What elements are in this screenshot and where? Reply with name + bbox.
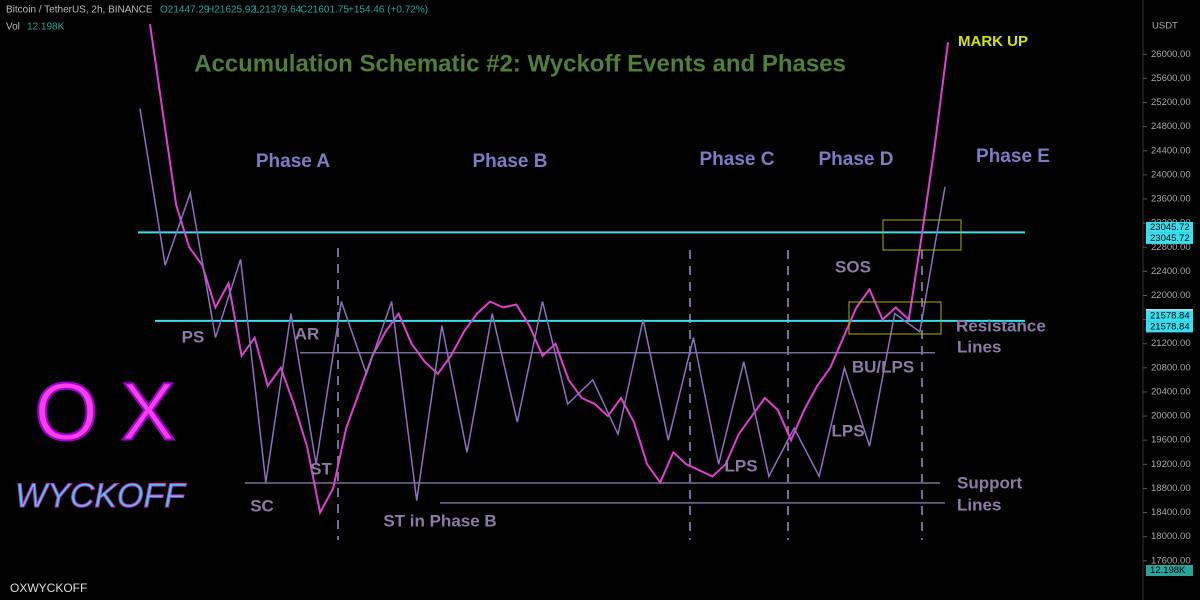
price-line — [139, 108, 946, 501]
phase-label: Phase B — [473, 151, 548, 172]
phase-label: Phase A — [256, 151, 331, 172]
y-tick-label: 20000.00 — [1151, 411, 1191, 422]
chart-title: Accumulation Schematic #2: Wyckoff Event… — [194, 50, 846, 77]
high: H21625.92 — [207, 5, 256, 16]
y-tick-label: 24800.00 — [1151, 121, 1191, 132]
price-badge-label: 21578.84 — [1150, 310, 1190, 321]
vol-label: Vol — [6, 22, 20, 33]
price-badge-label: 23045.72 — [1150, 222, 1190, 233]
price-badge-label: 21578.84 — [1150, 321, 1190, 332]
logo-mark: O X — [34, 367, 175, 458]
logo-word: WYCKOFF — [15, 477, 187, 515]
y-tick-label: 20400.00 — [1151, 386, 1191, 397]
currency: USDT — [1152, 21, 1178, 32]
y-tick-label: 18800.00 — [1151, 483, 1191, 494]
event-label: SOS — [835, 257, 871, 276]
event-label: PS — [182, 327, 205, 346]
y-tick-label: 22800.00 — [1151, 242, 1191, 253]
logo-footer: OXWYCKOFF — [10, 581, 87, 595]
price-badge — [1146, 232, 1193, 244]
y-tick-label: 18000.00 — [1151, 531, 1191, 542]
price-badge — [1146, 221, 1193, 233]
open: O21447.29 — [160, 5, 210, 16]
phase-dividers — [337, 248, 923, 540]
y-tick-label: 22000.00 — [1151, 290, 1191, 301]
low: L21379.64 — [254, 5, 302, 16]
y-tick-label: 24000.00 — [1151, 169, 1191, 180]
close: C21601.75 — [300, 5, 349, 16]
event-label: Lines — [957, 495, 1001, 514]
event-label: ST — [310, 459, 332, 478]
volume-badge-bg — [1146, 565, 1193, 576]
event-label: LPS — [831, 421, 864, 440]
y-tick-label: 18400.00 — [1151, 507, 1191, 518]
event-label: Lines — [957, 337, 1001, 356]
y-tick-label: 24400.00 — [1151, 145, 1191, 156]
y-tick-label: 19200.00 — [1151, 459, 1191, 470]
y-tick-label: 23600.00 — [1151, 194, 1191, 205]
price-line — [149, 23, 949, 516]
y-tick-label: 21200.00 — [1151, 338, 1191, 349]
y-tick-label: 26000.00 — [1151, 49, 1191, 60]
volume-badge: 12.198K — [1150, 565, 1186, 576]
vol-value: 12.198K — [27, 22, 65, 33]
phase-label: Phase E — [976, 146, 1050, 167]
change: +154.46 (+0.72%) — [348, 5, 428, 16]
highlight-box — [848, 301, 942, 335]
y-tick-label: 22400.00 — [1151, 266, 1191, 277]
y-tick-label: 25200.00 — [1151, 97, 1191, 108]
event-label: BU/LPS — [852, 357, 914, 376]
event-label: SC — [250, 496, 274, 515]
event-label: Support — [957, 473, 1022, 492]
event-label: ST in Phase B — [383, 511, 496, 530]
highlight-box — [882, 219, 962, 251]
price-badge — [1146, 310, 1193, 322]
price-badge-label: 23045.72 — [1150, 233, 1190, 244]
y-tick-label: 17600.00 — [1151, 555, 1191, 566]
event-label: LPS — [724, 456, 757, 475]
y-tick-label: 19600.00 — [1151, 435, 1191, 446]
price-badge — [1146, 321, 1193, 333]
plot-area — [138, 23, 1025, 516]
event-label: AR — [295, 324, 320, 343]
y-tick-label: 20800.00 — [1151, 362, 1191, 373]
event-label: Resistance — [956, 316, 1046, 335]
symbol: Bitcoin / TetherUS, 2h, BINANCE — [6, 5, 153, 16]
y-tick-label: 25600.00 — [1151, 73, 1191, 84]
phase-label: Phase C — [700, 149, 775, 170]
phase-label: Phase D — [819, 149, 894, 170]
event-label: MARK UP — [958, 33, 1028, 50]
